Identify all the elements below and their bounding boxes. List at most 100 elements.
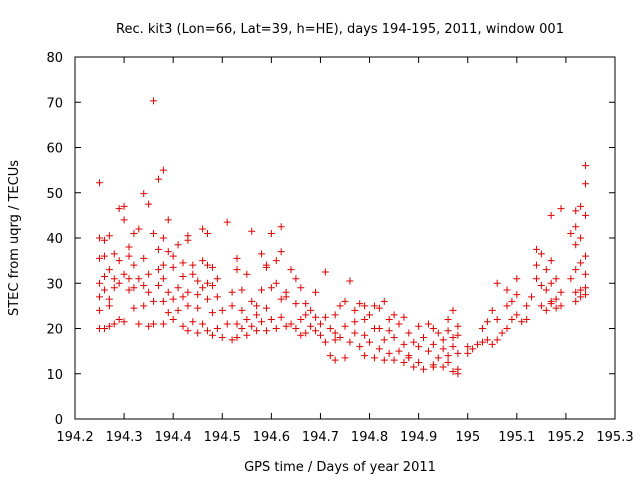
data-point xyxy=(150,229,158,237)
data-point xyxy=(542,306,550,314)
data-point xyxy=(96,179,104,187)
data-point xyxy=(351,306,359,314)
data-point xyxy=(248,297,256,305)
data-point xyxy=(164,216,172,224)
data-point xyxy=(100,236,108,244)
data-point xyxy=(164,248,172,256)
x-tick-label: 195 xyxy=(455,430,480,445)
data-point xyxy=(552,304,560,312)
data-point xyxy=(444,315,452,323)
data-point xyxy=(272,279,280,287)
data-point xyxy=(542,266,550,274)
data-point xyxy=(208,282,216,290)
data-point xyxy=(267,315,275,323)
data-point xyxy=(302,311,310,319)
data-point xyxy=(312,288,320,296)
data-point xyxy=(572,297,580,305)
data-point xyxy=(513,311,521,319)
data-point xyxy=(326,352,334,360)
data-point xyxy=(262,261,270,269)
plot-frame xyxy=(74,56,616,420)
data-point xyxy=(120,318,128,326)
data-point xyxy=(375,325,383,332)
data-point xyxy=(577,234,585,242)
y-tick-label: 10 xyxy=(46,368,63,383)
data-point xyxy=(454,331,462,339)
data-point xyxy=(444,327,452,335)
data-point xyxy=(380,356,388,364)
data-point xyxy=(420,365,428,373)
data-point xyxy=(213,325,221,332)
data-point xyxy=(405,329,413,337)
data-point xyxy=(488,306,496,314)
data-point xyxy=(179,322,187,330)
data-point xyxy=(267,229,275,237)
data-point xyxy=(474,340,482,348)
data-point xyxy=(572,241,580,249)
data-point xyxy=(390,334,398,342)
data-point xyxy=(582,291,590,299)
data-point xyxy=(572,207,580,215)
data-point xyxy=(233,320,241,328)
data-point xyxy=(159,261,167,269)
data-point xyxy=(390,311,398,319)
data-point xyxy=(96,279,104,287)
data-point xyxy=(150,97,158,105)
data-point xyxy=(110,284,118,292)
y-tick-label: 40 xyxy=(46,232,63,247)
data-point xyxy=(130,261,138,269)
data-point xyxy=(528,293,536,301)
data-point xyxy=(159,166,167,174)
data-point xyxy=(331,336,339,344)
data-point xyxy=(385,349,393,357)
data-point xyxy=(424,320,432,328)
data-point xyxy=(115,279,123,287)
data-point xyxy=(100,272,108,280)
data-point xyxy=(513,291,521,299)
data-point xyxy=(140,282,148,290)
data-point xyxy=(238,325,246,332)
data-point xyxy=(483,336,491,344)
data-point xyxy=(115,315,123,323)
data-point xyxy=(115,257,123,265)
data-point xyxy=(194,291,202,299)
data-point xyxy=(582,284,590,292)
data-point xyxy=(547,257,555,265)
data-point xyxy=(233,334,241,342)
data-point xyxy=(577,293,585,301)
y-tick-label: 70 xyxy=(46,96,63,111)
data-point xyxy=(243,270,251,278)
data-point xyxy=(366,338,374,346)
y-tick-label: 60 xyxy=(46,142,63,157)
data-point xyxy=(189,318,197,326)
data-point xyxy=(582,162,590,170)
x-tick-label: 195.3 xyxy=(596,430,633,445)
data-point xyxy=(390,356,398,364)
data-point xyxy=(321,338,329,346)
data-point xyxy=(164,309,172,317)
data-point xyxy=(174,241,182,249)
data-point xyxy=(253,302,261,310)
data-point xyxy=(542,286,550,294)
data-point xyxy=(532,275,540,283)
data-point xyxy=(164,288,172,296)
data-point xyxy=(547,211,555,219)
x-tick-label: 195.1 xyxy=(498,430,535,445)
data-point xyxy=(125,252,133,260)
data-point xyxy=(307,322,315,330)
x-tick-label: 195.2 xyxy=(547,430,584,445)
data-point xyxy=(159,297,167,305)
data-point xyxy=(105,295,113,303)
data-point xyxy=(208,263,216,271)
data-point xyxy=(189,261,197,269)
data-point xyxy=(503,286,511,294)
data-point xyxy=(110,250,118,258)
data-point xyxy=(572,223,580,231)
data-point xyxy=(449,334,457,342)
data-point xyxy=(297,284,305,292)
data-point xyxy=(429,340,437,348)
data-point xyxy=(518,318,526,326)
data-point xyxy=(105,322,113,330)
data-point xyxy=(145,288,153,296)
